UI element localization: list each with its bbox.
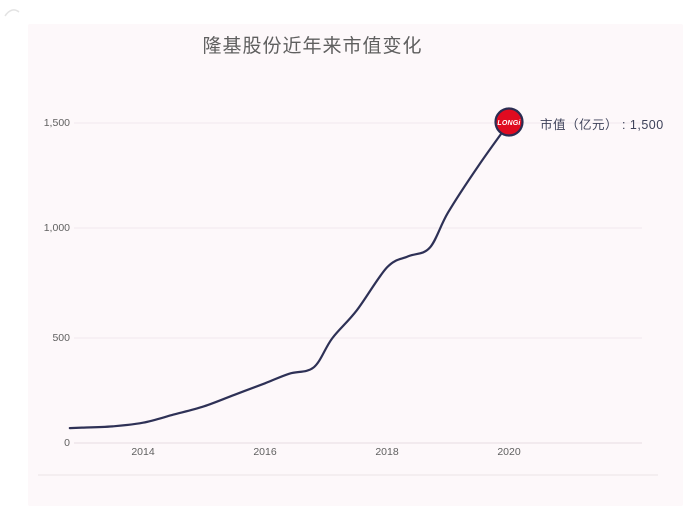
corner-artifact [4, 9, 20, 17]
data-point-marker-longi[interactable]: LONGi [494, 107, 524, 137]
y-axis-tick-label: 1,000 [43, 222, 70, 234]
gridlines [74, 122, 642, 444]
value-label: 市值（亿元） : 1,500 [540, 118, 664, 132]
x-axis-tick-label: 2020 [497, 446, 521, 458]
market-cap-line-series [68, 121, 511, 430]
x-axis-tick-label: 2018 [375, 446, 399, 458]
chart-title: 隆基股份近年来市值变化 [202, 36, 423, 57]
y-axis-tick-label: 500 [52, 332, 70, 344]
longi-logo-text: LONGi [497, 120, 521, 127]
y-axis-tick-label: 1,500 [43, 117, 70, 129]
x-axis-tick-label: 2014 [131, 446, 155, 458]
chart-card [28, 24, 683, 506]
y-axis-tick-label: 0 [64, 437, 70, 449]
x-axis-tick-label: 2016 [253, 446, 277, 458]
